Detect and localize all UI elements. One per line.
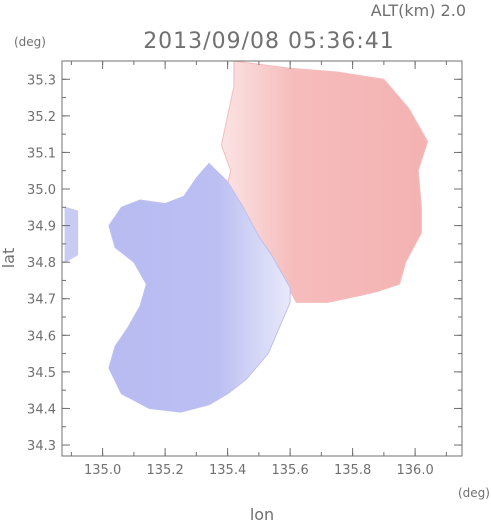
region-approaching-west-strip (64, 206, 79, 263)
velocity-field (64, 61, 429, 413)
x-tick-label: 135.6 (272, 463, 309, 478)
y-tick-label: 35.3 (27, 73, 56, 88)
timestamp-title: 2013/09/08 05:36:41 (143, 29, 395, 54)
x-axis: 135.0 135.2 135.4 135.6 135.8 136.0 (70, 61, 447, 478)
y-tick-label: 34.3 (27, 439, 56, 454)
y-tick-label: 34.4 (27, 402, 56, 417)
y-tick-label: 34.8 (27, 256, 56, 271)
altitude-label: ALT(km) 2.0 (371, 1, 466, 20)
x-unit-label: (deg) (458, 486, 490, 500)
y-tick-label: 34.5 (27, 366, 56, 381)
y-tick-label: 34.7 (27, 293, 56, 308)
y-axis: 34.3 34.4 34.5 34.6 34.7 34.8 34.9 35.0 35.1 35.2… (27, 73, 462, 454)
x-axis-label: lon (250, 505, 274, 521)
y-tick-label: 35.0 (27, 183, 56, 198)
y-tick-label: 34.6 (27, 329, 56, 344)
y-tick-label: 34.9 (27, 220, 56, 235)
x-tick-label: 136.0 (397, 463, 434, 478)
x-tick-label: 135.2 (147, 463, 184, 478)
y-tick-label: 35.1 (27, 146, 56, 161)
y-unit-label: (deg) (14, 35, 46, 49)
region-approaching (108, 162, 291, 413)
y-tick-label: 35.2 (27, 110, 56, 125)
x-tick-label: 135.4 (209, 463, 246, 478)
y-axis-label: lat (0, 248, 18, 269)
plot-frame (61, 60, 463, 457)
x-tick-label: 135.0 (84, 463, 121, 478)
region-receding (220, 61, 429, 303)
x-tick-label: 135.8 (334, 463, 371, 478)
